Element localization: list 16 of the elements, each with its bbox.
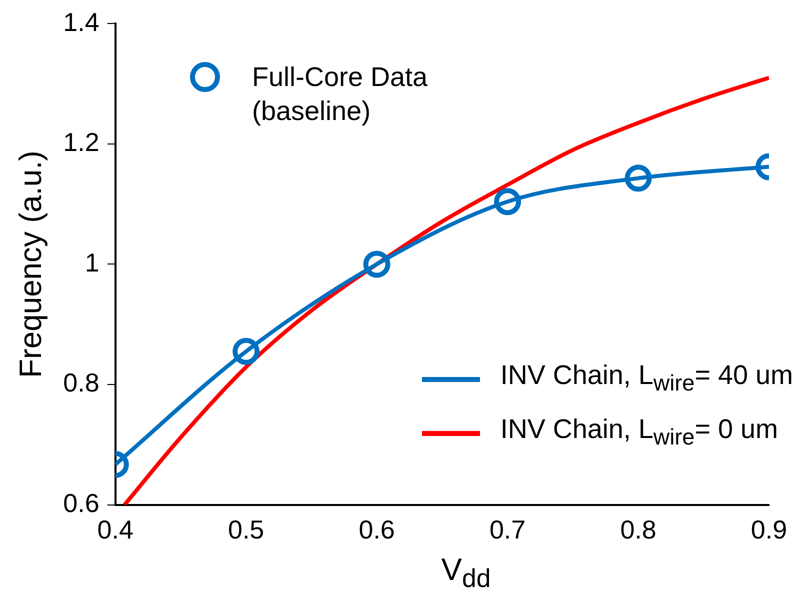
y-tick-label: 1.4 bbox=[63, 6, 100, 37]
y-axis-title: Frequency (a.u.) bbox=[13, 150, 48, 378]
x-tick-label: 0.6 bbox=[358, 514, 395, 545]
x-tick-label: 0.8 bbox=[620, 514, 656, 545]
x-tick-label: 0.9 bbox=[750, 514, 788, 545]
legend-label: Full-Core Data (baseline) bbox=[252, 61, 429, 128]
legend-label: INV Chain, L$_{wire}$= 40 um bbox=[500, 358, 793, 398]
y-tick-label: 1.2 bbox=[63, 127, 100, 158]
y-tick-label: 0.6 bbox=[63, 488, 100, 518]
y-tick-label: 1 bbox=[84, 247, 100, 278]
x-axis-title: V$_{dd}$ bbox=[440, 552, 492, 596]
x-tick-label: 0.4 bbox=[97, 514, 134, 545]
y-tick-label: 0.8 bbox=[63, 368, 100, 398]
x-tick-label: 0.7 bbox=[489, 514, 526, 545]
legend-label: INV Chain, L$_{wire}$= 0 um bbox=[500, 412, 778, 452]
x-tick-label: 0.5 bbox=[228, 514, 264, 545]
